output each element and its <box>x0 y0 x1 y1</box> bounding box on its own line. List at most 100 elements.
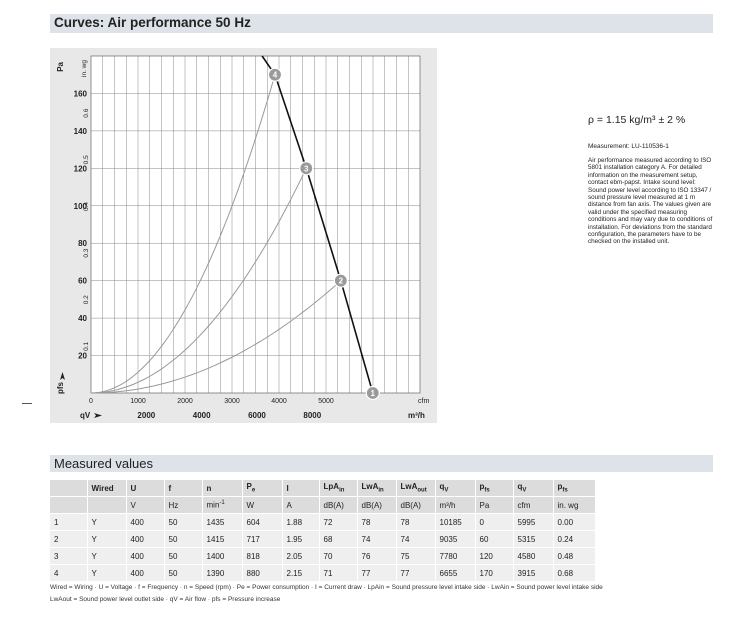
table-cell: 2 <box>50 530 88 548</box>
table-cell: Y <box>87 513 127 531</box>
y-tick-label-pa: 20 <box>78 352 87 361</box>
y-tick-label-pa: 140 <box>74 127 88 136</box>
x-tick-label-m3h: 6000 <box>248 411 266 420</box>
system-curve <box>90 280 342 394</box>
y-tick-label-inwg: 0.2 <box>83 295 90 304</box>
table-cell: 400 <box>126 547 165 565</box>
table-cell: pfs <box>553 480 596 497</box>
x-tick-label-m3h: 2000 <box>137 411 155 420</box>
table-row: 4 Y 400 50 1390 880 2.15 71 77 77 6655 170 3915 0.68 <box>50 564 596 582</box>
table-cell: 78 <box>396 513 436 531</box>
table-cell: 2.15 <box>282 564 320 582</box>
table-cell: 5315 <box>513 530 554 548</box>
y-tick-label-inwg: 0.1 <box>83 341 90 350</box>
legend-text: Wired = Wiring · U = Voltage · f = Frequ… <box>50 582 720 606</box>
table-cell: 0 <box>475 513 514 531</box>
table-cell: Y <box>87 530 127 548</box>
table-row: 1 Y 400 50 1435 604 1.88 72 78 78 10185 0 5995 0.00 <box>50 513 596 531</box>
operating-point-marker <box>299 161 314 176</box>
table-cell: in. wg <box>553 496 596 514</box>
arrow-right-icon <box>94 413 102 418</box>
measurement-description: Air performance measured according to IS… <box>588 157 713 246</box>
y-tick-label-inwg: 0.4 <box>83 202 90 211</box>
table-cell: I <box>282 480 320 497</box>
operating-point-label: 4 <box>273 71 278 80</box>
table-cell: V <box>126 496 165 514</box>
table-cell: n <box>202 480 243 497</box>
table-cell: 50 <box>164 530 203 548</box>
table-cell: 4580 <box>513 547 554 565</box>
table-cell: 0.00 <box>553 513 596 531</box>
divider-mark <box>22 403 32 404</box>
table-cell: 818 <box>242 547 283 565</box>
table-cell: 78 <box>357 513 397 531</box>
measurement-id: Measurement: LU-110536-1 <box>588 143 669 150</box>
table-cell: dB(A) <box>396 496 436 514</box>
table-cell: LwAin <box>357 480 397 497</box>
chart-title: Curves: Air performance 50 Hz <box>54 15 251 30</box>
table-cell: 72 <box>319 513 358 531</box>
table-cell <box>50 496 88 514</box>
table-cell: 5995 <box>513 513 554 531</box>
table-cell: 1435 <box>202 513 243 531</box>
table-cell: 2.05 <box>282 547 320 565</box>
x-axis-label-qv: qV <box>80 411 91 420</box>
table-cell: Pe <box>242 480 283 497</box>
y-tick-label-pa: 60 <box>78 277 87 286</box>
x-tick-label-cfm: 5000 <box>318 398 334 405</box>
table-cell: qV <box>435 480 476 497</box>
y-tick-label-pa: 160 <box>74 89 88 98</box>
x-tick-label-cfm: 4000 <box>271 398 287 405</box>
table-cell: 1.95 <box>282 530 320 548</box>
y-tick-label-inwg: 0.3 <box>83 248 90 257</box>
table-cell: 77 <box>396 564 436 582</box>
y-axis-label-pfs: pfs <box>56 381 65 394</box>
table-cell: 6655 <box>435 564 476 582</box>
operating-point-label: 1 <box>371 389 376 398</box>
table-row: 2 Y 400 50 1415 717 1.95 68 74 74 9035 60 5315 0.24 <box>50 530 596 548</box>
table-cell: 9035 <box>435 530 476 548</box>
x-unit-m3h: m³/h <box>408 411 425 420</box>
operating-point-marker <box>333 273 348 288</box>
table-cell: 1400 <box>202 547 243 565</box>
table-cell: 71 <box>319 564 358 582</box>
y-tick-label-pa: 40 <box>78 314 87 323</box>
table-cell: 880 <box>242 564 283 582</box>
y-tick-label-pa: 120 <box>74 164 88 173</box>
x-tick-label-m3h: 4000 <box>193 411 211 420</box>
table-cell: U <box>126 480 165 497</box>
table-cell: 1390 <box>202 564 243 582</box>
table-cell: 4 <box>50 564 88 582</box>
table-cell: 76 <box>357 547 397 565</box>
table-cell: Pa <box>475 496 514 514</box>
plot-border <box>90 55 421 394</box>
table-cell: LpAin <box>319 480 358 497</box>
y-tick-label-pa: 80 <box>78 239 87 248</box>
table-cell <box>50 480 88 497</box>
table-cell: 10185 <box>435 513 476 531</box>
table-cell: cfm <box>513 496 554 514</box>
table-cell: 3915 <box>513 564 554 582</box>
table-cell: qV <box>513 480 554 497</box>
measured-values-title: Measured values <box>54 456 153 471</box>
table-row: 3 Y 400 50 1400 818 2.05 70 76 75 7780 120 4580 0.48 <box>50 547 596 565</box>
table-cell: 1 <box>50 513 88 531</box>
x-tick-label-m3h: 8000 <box>303 411 321 420</box>
table-cell: Wired <box>87 480 127 497</box>
table-cell: 400 <box>126 530 165 548</box>
x-tick-label-cfm: 0 <box>89 398 93 405</box>
table-cell: pfs <box>475 480 514 497</box>
table-cell: Y <box>87 547 127 565</box>
operating-point-marker <box>267 67 283 82</box>
arrow-up-icon <box>60 372 65 380</box>
table-cell: 120 <box>475 547 514 565</box>
table-cell: 75 <box>396 547 436 565</box>
system-curve <box>90 74 276 394</box>
y-unit-pa: Pa <box>56 61 65 71</box>
table-cell: 50 <box>164 547 203 565</box>
table-cell: 1415 <box>202 530 243 548</box>
